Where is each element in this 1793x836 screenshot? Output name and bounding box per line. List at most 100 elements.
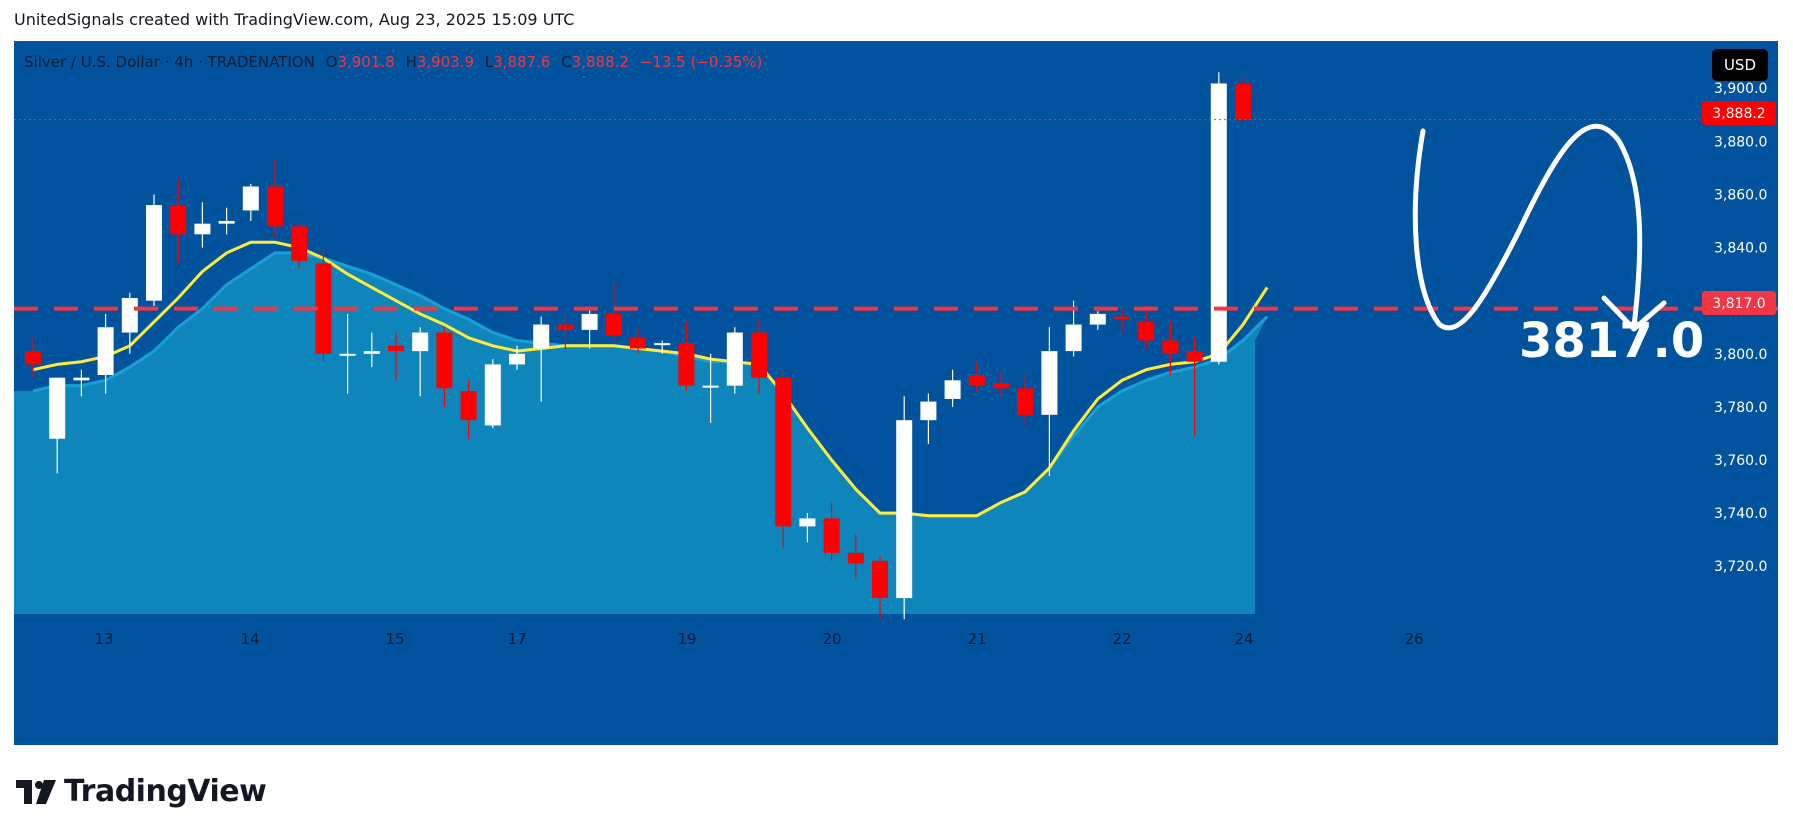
candle-body [557,324,574,330]
y-tick-label: 3,740.0 [1714,506,1767,522]
candle [920,393,937,445]
low-value: 3,887.6 [493,53,551,71]
candle-body [1041,351,1058,415]
candle-body [121,298,138,333]
tradingview-logo-icon [16,779,56,804]
y-tick-label: 3,780.0 [1714,400,1767,416]
candle-body [460,390,477,421]
chart-caption: UnitedSignals created with TradingView.c… [14,10,575,29]
x-tick-label: 19 [677,630,696,648]
candle [1114,308,1130,333]
candle-body [509,353,525,365]
close-value: 3,888.2 [571,53,629,71]
candle-body [1138,321,1155,341]
candle-body [436,332,453,389]
candle [872,555,888,620]
candle-body [968,375,985,386]
candle [751,319,767,394]
candle [726,327,743,394]
close-label: C [561,53,572,71]
x-tick-label: 22 [1112,630,1131,648]
y-tick-label: 3,900.0 [1714,81,1767,97]
candle [944,369,961,407]
candle [1235,77,1251,122]
level-price-tag-bg [1702,291,1776,315]
candle [678,321,695,391]
candle-body [146,205,162,301]
x-tick-label: 20 [822,630,841,648]
candle [557,313,574,349]
tradingview-logo-text: TradingView [64,774,267,809]
x-tick-label: 26 [1404,630,1423,648]
candle [363,332,380,368]
candle [1017,375,1034,426]
candle-body [1065,324,1082,352]
candle-body [388,345,404,352]
candle-body [1017,388,1034,415]
high-label: H [405,53,417,71]
candle [847,534,864,580]
candle [484,359,501,429]
y-tick-label: 3,860.0 [1714,187,1767,203]
candle-body [1235,83,1251,120]
candle [460,380,477,439]
candle-body [170,205,187,235]
candle-body [775,377,792,527]
x-tick-label: 24 [1234,630,1253,648]
candle-body [73,377,90,381]
candle-body [242,186,259,211]
candle-body [1210,83,1227,362]
currency-button[interactable]: USD [1711,49,1768,81]
candle-body [1089,313,1106,325]
candle [1089,311,1106,330]
candle [654,340,671,354]
candle [581,308,598,349]
candle [267,159,283,237]
candle [1162,321,1179,376]
candle [218,207,235,235]
candle-body [267,186,283,227]
candle-body [533,324,550,349]
candle-body [1162,340,1179,354]
candle [339,313,356,394]
candle-body [412,332,429,352]
low-label: L [484,53,494,71]
candle-body [896,420,913,599]
candle-body [363,351,380,354]
tradingview-logo[interactable]: TradingView [16,774,267,809]
chart-area[interactable]: 3,720.03,740.03,760.03,780.03,800.03,820… [14,41,1778,745]
candle-body [726,332,743,386]
candle [605,282,622,341]
candle [1041,327,1058,476]
candle [388,332,404,381]
target-annotation: 3817.0 [1519,313,1704,369]
y-tick-label: 3,760.0 [1714,453,1767,469]
price-chart[interactable]: 3,720.03,740.03,760.03,780.03,800.03,820… [14,41,1778,745]
projection-arrow-path [1412,123,1643,331]
candle [799,513,816,543]
candle [49,377,66,474]
candle-body [751,332,767,378]
candle [1186,337,1203,437]
x-tick-label: 21 [967,630,986,648]
candle [291,221,308,269]
candle-body [1186,351,1203,362]
last-price-tag-bg [1702,101,1776,125]
x-tick-label: 17 [507,630,526,648]
symbol-label: Silver / U.S. Dollar · 4h · TRADENATION [24,53,315,71]
candle [775,372,792,548]
candle [702,353,719,423]
candle [509,345,525,370]
candle-body [944,380,961,399]
ohlc-legend: Silver / U.S. Dollar · 4h · TRADENATION … [24,53,762,71]
candle [146,194,162,306]
open-value: 3,901.8 [337,53,395,71]
candle-body [823,518,840,553]
y-tick-label: 3,840.0 [1714,241,1767,257]
y-tick-label: 3,720.0 [1714,559,1767,575]
candle-body [993,382,1009,389]
candle [97,313,114,394]
candle [1138,305,1155,349]
high-value: 3,903.9 [416,53,474,71]
candle-body [678,343,695,386]
